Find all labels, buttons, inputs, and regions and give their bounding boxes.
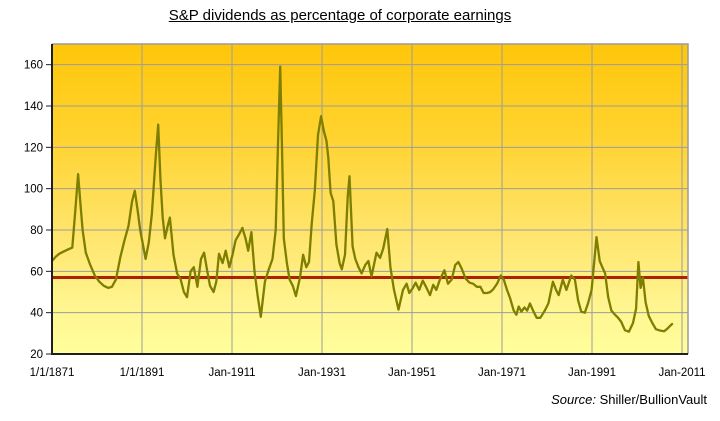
y-tick-label: 140 [24, 101, 43, 113]
source-text: Shiller/BullionVault [599, 392, 707, 407]
chart-title-text: S&P dividends as percentage of corporate… [168, 7, 512, 24]
x-tick-label: 1/1/1891 [120, 367, 165, 379]
x-tick-label: Jan-1951 [388, 367, 436, 379]
y-tick-label: 60 [30, 266, 43, 278]
y-tick-label: 160 [24, 60, 43, 72]
source-note: Source: Shiller/BullionVault [551, 392, 707, 407]
y-tick-label: 100 [24, 184, 43, 196]
plot-border-light [52, 43, 689, 354]
y-tick-label: 80 [30, 225, 43, 237]
x-tick-label: 1/1/1871 [30, 367, 75, 379]
x-tick-label: Jan-1911 [208, 367, 255, 379]
source-label: Source: [551, 392, 596, 407]
chart-title: S&P dividends as percentage of corporate… [0, 7, 680, 24]
x-tick-label: Jan-1991 [568, 367, 616, 379]
plot-area [52, 44, 688, 354]
y-tick-label: 40 [30, 308, 43, 320]
y-tick-label: 20 [30, 349, 43, 361]
plot-border-dark [51, 44, 688, 355]
y-tick-label: 120 [24, 142, 43, 154]
x-tick-label: Jan-1931 [298, 367, 346, 379]
x-tick-label: Jan-1971 [478, 367, 526, 379]
series-line [50, 65, 674, 333]
x-tick-label: Jan-2011 [658, 367, 705, 379]
